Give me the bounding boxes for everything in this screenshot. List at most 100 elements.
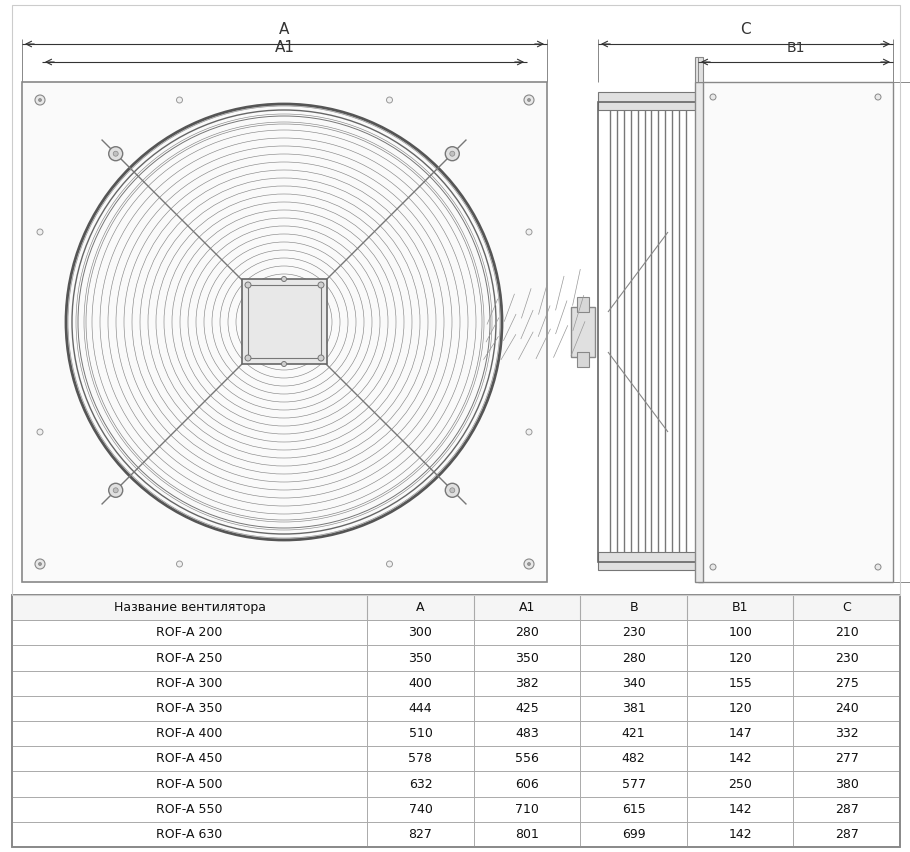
Text: 699: 699: [622, 828, 645, 841]
Circle shape: [450, 488, 455, 492]
Text: 340: 340: [622, 676, 645, 690]
Circle shape: [38, 562, 42, 566]
Circle shape: [710, 564, 716, 570]
Text: 606: 606: [515, 778, 539, 791]
Circle shape: [524, 559, 534, 569]
Text: 350: 350: [515, 652, 539, 665]
Circle shape: [245, 282, 251, 288]
Text: A: A: [279, 22, 289, 37]
Text: 632: 632: [409, 778, 432, 791]
Text: 142: 142: [728, 828, 752, 841]
Bar: [242, 279, 327, 364]
Bar: [577, 352, 589, 367]
Text: 827: 827: [409, 828, 432, 841]
Text: 142: 142: [728, 803, 752, 815]
Circle shape: [450, 151, 455, 156]
Bar: [22, 82, 547, 582]
Text: 801: 801: [515, 828, 539, 841]
Bar: [695, 82, 703, 582]
Text: 615: 615: [622, 803, 645, 815]
Text: 230: 230: [622, 626, 645, 639]
Circle shape: [108, 147, 123, 161]
Text: 740: 740: [409, 803, 432, 815]
Text: 556: 556: [515, 752, 539, 765]
Text: 300: 300: [409, 626, 432, 639]
Text: A1: A1: [275, 40, 295, 55]
Bar: [598, 102, 701, 562]
Circle shape: [318, 355, 324, 361]
Circle shape: [710, 94, 716, 100]
Text: 382: 382: [515, 676, 539, 690]
Bar: [698, 82, 893, 582]
Bar: [12, 595, 900, 847]
Text: 240: 240: [834, 702, 859, 715]
Circle shape: [245, 355, 251, 361]
Circle shape: [113, 488, 118, 492]
Text: 250: 250: [728, 778, 752, 791]
Bar: [577, 297, 589, 312]
Text: 280: 280: [622, 652, 645, 665]
Circle shape: [528, 99, 531, 101]
Text: 510: 510: [409, 727, 432, 740]
Circle shape: [387, 97, 392, 103]
Circle shape: [177, 97, 183, 103]
Text: 277: 277: [834, 752, 859, 765]
Circle shape: [875, 94, 881, 100]
Text: 120: 120: [728, 652, 752, 665]
Text: ROF-A 300: ROF-A 300: [157, 676, 223, 690]
Text: 350: 350: [409, 652, 432, 665]
Circle shape: [526, 229, 532, 235]
Text: 155: 155: [728, 676, 752, 690]
Text: 275: 275: [834, 676, 859, 690]
Text: 100: 100: [728, 626, 752, 639]
Circle shape: [38, 99, 42, 101]
Text: B: B: [630, 602, 638, 614]
Circle shape: [35, 559, 45, 569]
Bar: [248, 285, 321, 358]
Bar: [12, 595, 900, 847]
Circle shape: [526, 429, 532, 435]
Text: ROF-A 450: ROF-A 450: [157, 752, 223, 765]
Text: ROF-A 500: ROF-A 500: [157, 778, 223, 791]
Circle shape: [875, 564, 881, 570]
Circle shape: [528, 562, 531, 566]
Circle shape: [281, 361, 287, 366]
Text: C: C: [843, 602, 851, 614]
Bar: [12, 5, 900, 595]
Bar: [571, 307, 595, 357]
Bar: [598, 552, 701, 570]
Text: B1: B1: [732, 602, 748, 614]
Circle shape: [37, 429, 43, 435]
Text: 425: 425: [515, 702, 539, 715]
Text: ROF-A 250: ROF-A 250: [157, 652, 223, 665]
Circle shape: [387, 561, 392, 567]
Text: 577: 577: [622, 778, 645, 791]
Circle shape: [318, 282, 324, 288]
Text: 421: 421: [622, 727, 645, 740]
Text: 400: 400: [409, 676, 432, 690]
Text: 142: 142: [728, 752, 752, 765]
Text: 230: 230: [834, 652, 859, 665]
Text: 483: 483: [515, 727, 539, 740]
Circle shape: [524, 95, 534, 105]
Text: ROF-A 550: ROF-A 550: [157, 803, 223, 815]
Text: 287: 287: [834, 828, 859, 841]
Circle shape: [445, 483, 460, 498]
Text: 444: 444: [409, 702, 432, 715]
Text: 280: 280: [515, 626, 539, 639]
Text: ROF-A 350: ROF-A 350: [157, 702, 223, 715]
Bar: [598, 92, 701, 110]
Text: 578: 578: [409, 752, 432, 765]
Circle shape: [177, 561, 183, 567]
Text: 381: 381: [622, 702, 645, 715]
Text: C: C: [740, 22, 751, 37]
Text: 482: 482: [622, 752, 645, 765]
Text: B1: B1: [786, 41, 804, 55]
Text: 380: 380: [834, 778, 859, 791]
Circle shape: [37, 229, 43, 235]
Text: Название вентилятора: Название вентилятора: [114, 602, 266, 614]
Circle shape: [108, 483, 123, 498]
Text: ROF-A 400: ROF-A 400: [157, 727, 223, 740]
Text: 332: 332: [834, 727, 858, 740]
Circle shape: [445, 147, 460, 161]
